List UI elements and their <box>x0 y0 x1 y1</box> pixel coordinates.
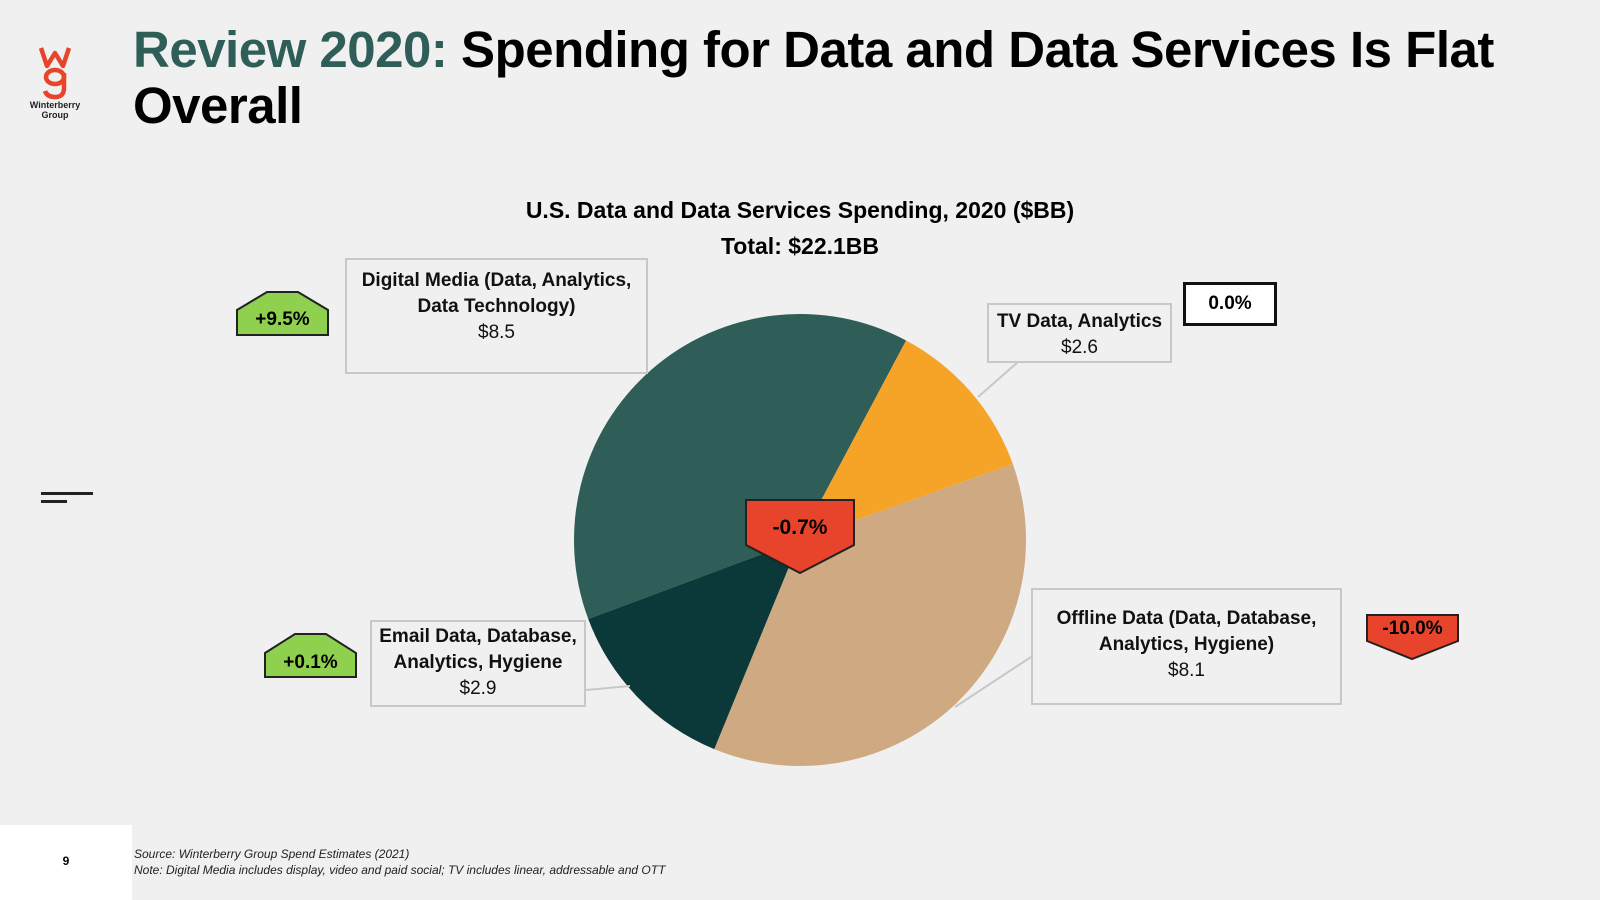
logo-text: Winterberry Group <box>29 100 81 120</box>
callout-offline: Offline Data (Data, Database, Analytics,… <box>1031 588 1342 705</box>
callout-digital-media: Digital Media (Data, Analytics, Data Tec… <box>345 258 648 374</box>
change-offline: -10.0% <box>1382 618 1443 639</box>
change-digital-media: +9.5% <box>255 309 310 330</box>
callout-value: $8.1 <box>1168 660 1205 681</box>
callout-label-line2: Data Technology) <box>417 296 576 317</box>
pie-slice-email <box>588 540 800 750</box>
source-note: Source: Winterberry Group Spend Estimate… <box>134 847 410 861</box>
pie-slice-tv <box>800 340 1013 540</box>
scope-note: Note: Digital Media includes display, vi… <box>134 863 666 877</box>
change-badge-offline-shape <box>1366 614 1459 661</box>
callout-label-line1: Digital Media (Data, Analytics, <box>361 270 632 291</box>
callout-email: Email Data, Database, Analytics, Hygiene… <box>370 620 586 707</box>
change-badge-digital-shape <box>236 291 329 336</box>
pie-slice-offline <box>714 464 1026 767</box>
callout-value: $8.5 <box>478 322 515 343</box>
callout-value: $2.6 <box>1061 337 1098 358</box>
callout-label-line1: TV Data, Analytics <box>996 311 1163 332</box>
source-notes: Source: Winterberry Group Spend Estimate… <box>134 846 665 878</box>
page-number: 9 <box>0 825 132 900</box>
callout-label-line1: Offline Data (Data, Database, <box>1056 608 1317 629</box>
wg-logo-icon <box>38 47 72 100</box>
slide-title: Review 2020: Spending for Data and Data … <box>133 22 1553 134</box>
change-badge-email-shape <box>264 633 357 678</box>
change-total: -0.7% <box>772 516 828 539</box>
leader-line-tv <box>977 361 1019 398</box>
leader-line-offline <box>954 656 1032 708</box>
title-accent: Review 2020: <box>133 21 448 78</box>
change-email: +0.1% <box>283 652 338 673</box>
callout-value: $2.9 <box>459 678 497 699</box>
change-badge-total-shape <box>745 499 855 575</box>
callout-tv: TV Data, Analytics $2.6 <box>987 303 1172 363</box>
chart-subtitle: Total: $22.1BB <box>720 233 880 259</box>
pie-slice-digital <box>574 314 907 620</box>
change-tv: 0.0% <box>1183 282 1277 326</box>
callout-label-line1: Email Data, Database, <box>379 626 577 647</box>
chart-title-block: U.S. Data and Data Services Spending, 20… <box>400 192 1200 264</box>
title-rest: Spending for Data and Data Services Is F… <box>133 21 1494 134</box>
callout-label-line2: Analytics, Hygiene <box>393 652 563 673</box>
winterberry-logo: Winterberry Group <box>22 44 88 120</box>
leader-line-email <box>585 685 631 691</box>
decorative-lines <box>41 492 93 508</box>
chart-title: U.S. Data and Data Services Spending, 20… <box>525 197 1075 223</box>
callout-label-line2: Analytics, Hygiene) <box>1098 634 1275 655</box>
